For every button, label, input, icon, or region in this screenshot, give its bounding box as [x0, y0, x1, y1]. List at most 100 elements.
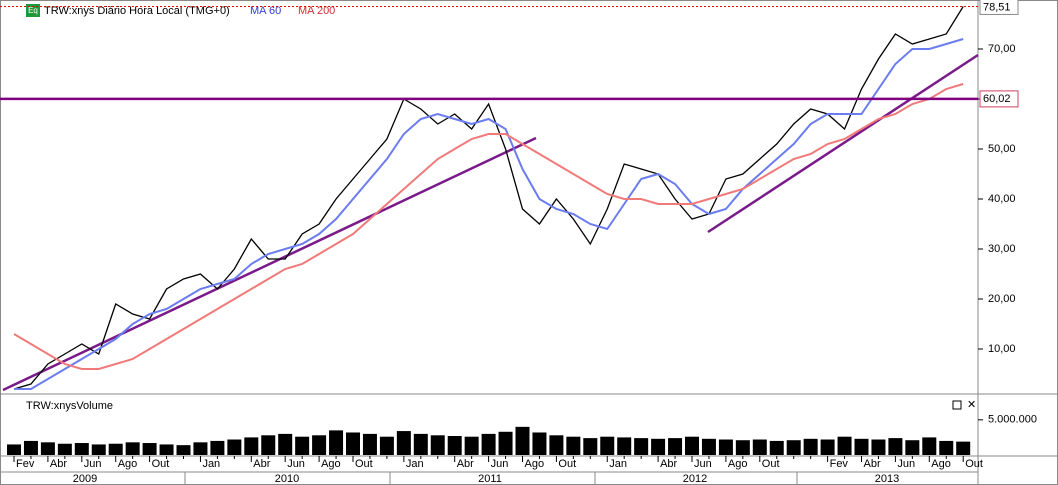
last-price-label: 78,51: [983, 1, 1011, 13]
volume-bar: [295, 436, 310, 455]
volume-bar: [651, 438, 666, 455]
x-tick-label: Out: [152, 458, 170, 470]
volume-bar: [362, 433, 377, 455]
y-tick-label: 40,00: [988, 193, 1016, 205]
y-tick-label: 20,00: [988, 293, 1016, 305]
year-label: 2013: [875, 473, 899, 485]
volume-bar: [735, 440, 750, 455]
volume-bar: [786, 440, 801, 455]
volume-bar: [905, 440, 920, 455]
year-label: 2012: [683, 473, 707, 485]
series-line: [14, 38, 964, 390]
volume-bar: [837, 436, 852, 455]
volume-bar: [685, 436, 699, 455]
x-tick-label: Abr: [660, 458, 677, 470]
volume-bar: [600, 436, 615, 455]
volume-bar: [617, 437, 632, 455]
close-button[interactable]: ✕: [967, 399, 976, 411]
badge: Eq: [28, 6, 38, 15]
volume-bar: [210, 440, 225, 455]
volume-bar: [278, 433, 293, 455]
y-tick-label: 30,00: [988, 243, 1016, 255]
last-price-box: [979, 0, 1019, 15]
x-tick-label: Ago: [728, 458, 748, 470]
volume-bar: [922, 437, 937, 455]
volume-bar: [803, 438, 818, 455]
x-tick-label: Ago: [931, 458, 951, 470]
volume-bar: [413, 433, 428, 455]
trendline: [707, 53, 979, 234]
year-label: 2011: [478, 473, 502, 485]
legend-price[interactable]: TRW:xnys Diário Hora Local (TMG+0): [44, 5, 230, 17]
badge-box: [26, 4, 40, 17]
volume-bar: [108, 443, 123, 455]
volume-bar: [854, 438, 869, 455]
volume-bar: [634, 438, 649, 455]
x-tick-label: Abr: [457, 458, 474, 470]
volume-bar: [74, 443, 89, 455]
hline-label-box: [979, 90, 1019, 108]
x-tick-label: Ago: [525, 458, 545, 470]
x-tick-label: Jun: [287, 458, 305, 470]
volume-bar: [871, 439, 886, 455]
x-tick-label: Ago: [118, 458, 138, 470]
x-tick-label: Jan: [202, 458, 220, 470]
volume-bar: [939, 440, 954, 455]
volume-title: TRW:xnysVolume: [26, 400, 113, 412]
volume-bar: [125, 442, 140, 455]
maximize-button[interactable]: [952, 400, 962, 410]
volume-bar: [261, 435, 276, 455]
x-tick-label: Abr: [864, 458, 881, 470]
x-tick-label: Jan: [609, 458, 627, 470]
volume-bar: [549, 435, 564, 455]
volume-bar: [718, 439, 733, 455]
volume-bar: [91, 444, 106, 455]
volume-bar: [7, 444, 21, 455]
volume-bar: [583, 438, 598, 455]
x-tick-label: Abr: [50, 458, 67, 470]
volume-bar: [566, 436, 581, 455]
x-tick-label: Jun: [897, 458, 915, 470]
volume-bar: [346, 432, 360, 455]
volume-bar: [142, 443, 157, 455]
volume-bar: [752, 439, 767, 455]
volume-bar: [329, 430, 344, 455]
x-tick-label: Jun: [84, 458, 102, 470]
legend-ma200[interactable]: MA 200: [298, 5, 335, 17]
y-tick-label: 50,00: [988, 143, 1016, 155]
volume-bar: [227, 439, 242, 455]
x-tick-label: Ago: [321, 458, 341, 470]
volume-bar: [515, 426, 530, 455]
x-tick-label: Jan: [406, 458, 424, 470]
volume-bar: [498, 431, 513, 455]
volume-bar: [430, 435, 445, 455]
volume-bar: [159, 444, 174, 455]
volume-bar: [464, 436, 479, 455]
volume-bar: [447, 436, 462, 455]
year-label: 2010: [275, 473, 299, 485]
x-tick-label: Out: [762, 458, 780, 470]
volume-bar: [396, 431, 411, 455]
year-label: 2009: [73, 473, 97, 485]
x-tick-label: Jun: [694, 458, 712, 470]
volume-bar: [820, 439, 835, 455]
volume-bar: [481, 433, 496, 455]
y-tick-label: 70,00: [988, 43, 1016, 55]
series-line: [13, 83, 964, 370]
series-line: [13, 6, 964, 390]
x-tick-label: Out: [965, 458, 983, 470]
x-tick-label: Jun: [491, 458, 509, 470]
volume-bar: [668, 438, 683, 455]
volume-bar: [769, 440, 784, 455]
volume-bar: [532, 432, 547, 455]
legend-ma60[interactable]: MA 60: [250, 5, 281, 17]
volume-bar: [193, 442, 208, 455]
volume-bar: [888, 438, 903, 455]
trendline: [2, 136, 537, 392]
volume-bar: [23, 440, 38, 455]
volume-bar: [956, 441, 971, 455]
volume-bar: [379, 436, 394, 455]
x-tick-label: Fev: [16, 458, 35, 470]
x-tick-label: Out: [355, 458, 373, 470]
